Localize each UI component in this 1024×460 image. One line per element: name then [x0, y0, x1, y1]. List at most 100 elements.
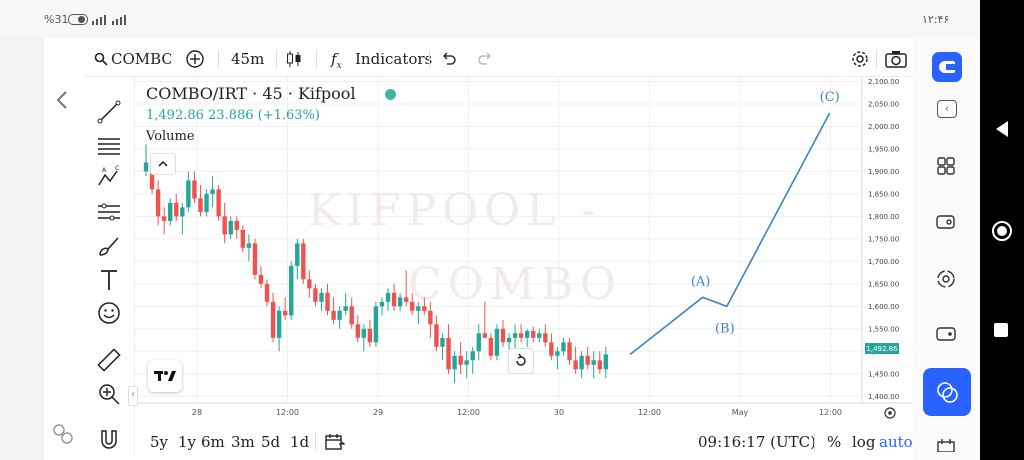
candle: [379, 297, 385, 316]
candle: [512, 324, 518, 352]
candle: [464, 351, 469, 379]
y-tick-label: 1,400.00: [868, 393, 899, 401]
candle: [543, 324, 548, 347]
exchange-icon[interactable]: [935, 268, 957, 290]
candle: [494, 324, 500, 361]
settings-icon[interactable]: [850, 49, 870, 69]
symbol-search[interactable]: COMBO: [111, 50, 171, 68]
candle: [403, 270, 409, 307]
candle: [349, 297, 354, 329]
side-panel: ‹: [913, 38, 980, 460]
utc-clock[interactable]: 09:16:17 (UTC): [698, 433, 816, 451]
zoom-in-icon[interactable]: [96, 381, 122, 407]
y-tick-label: 2,000.00: [868, 123, 899, 131]
reset-chart-button[interactable]: [508, 348, 534, 374]
y-tick-label: 1,850.00: [868, 190, 899, 198]
y-tick-label: 1,900.00: [868, 168, 899, 176]
range-5d[interactable]: 5d: [261, 433, 281, 451]
candle: [301, 238, 306, 284]
prediction-icon[interactable]: [96, 199, 122, 225]
interval-button[interactable]: 45m: [231, 50, 265, 68]
reset-icon: [516, 353, 526, 366]
collapse-legend-button[interactable]: [150, 153, 176, 175]
price-chart[interactable]: KIFPOOL - COMBO (A) (B) (C) 2,100.00 2,050.…: [135, 77, 913, 423]
candle: [518, 324, 524, 343]
status-bar: %31 ۱۲:۴۶: [0, 0, 1024, 38]
wave-projection: (A) (B) (C): [629, 90, 840, 356]
candle: [591, 351, 596, 379]
trend-line-icon[interactable]: [96, 99, 122, 125]
camera-icon[interactable]: [885, 50, 907, 68]
x-tick-label: 12:00: [276, 408, 299, 417]
candle: [573, 346, 578, 374]
y-tick-label: 1,650.00: [868, 280, 899, 288]
fx-icon[interactable]: fx: [331, 50, 342, 71]
y-tick-label: 1,450.00: [868, 370, 899, 378]
coin-icon: [937, 382, 958, 403]
candle: [282, 297, 288, 320]
grid-icon[interactable]: [936, 156, 956, 176]
svg-text:C: C: [115, 165, 119, 172]
candle: [319, 288, 324, 311]
x-tick-label: 12:00: [457, 408, 480, 417]
candle: [531, 326, 536, 343]
add-symbol-icon[interactable]: [185, 49, 205, 69]
candle: [367, 319, 373, 347]
candle-style-icon[interactable]: [285, 50, 303, 68]
search-icon[interactable]: [94, 52, 108, 66]
y-tick-label: 2,050.00: [868, 100, 899, 108]
candle: [397, 292, 403, 311]
watermark: KIFPOOL - COMBO: [308, 185, 622, 310]
clock: ۱۲:۴۶: [922, 13, 950, 26]
percent-toggle[interactable]: %: [827, 433, 842, 451]
emoji-icon[interactable]: [96, 300, 122, 326]
collapse-panel-icon[interactable]: ‹: [937, 100, 957, 118]
range-3m[interactable]: 3m: [231, 433, 255, 451]
x-tick-label: 12:00: [638, 408, 661, 417]
calendar-icon[interactable]: [936, 438, 956, 452]
time-axis: 28 12:00 29 12:00 30 12:00 May 12:00: [192, 408, 842, 417]
redo-icon[interactable]: [477, 52, 493, 66]
nav-recents-icon[interactable]: [994, 323, 1008, 337]
y-tick-label: 1,750.00: [868, 235, 899, 243]
goto-date-icon[interactable]: [325, 433, 345, 451]
watermark-line-2: COMBO: [408, 259, 622, 310]
auto-toggle[interactable]: auto: [879, 433, 913, 451]
candle: [585, 346, 590, 370]
range-5y[interactable]: 5y: [150, 433, 169, 451]
hide-toolbar-button[interactable]: ‹: [128, 386, 138, 406]
candle: [440, 333, 445, 361]
fib-retracement-icon[interactable]: [96, 133, 122, 159]
range-1y[interactable]: 1y: [178, 433, 197, 451]
nav-back-icon[interactable]: [994, 120, 1010, 138]
signal-icon: [92, 15, 126, 25]
axis-settings-icon[interactable]: [884, 407, 896, 419]
x-tick-label: 29: [373, 408, 383, 417]
earn-button[interactable]: [923, 368, 971, 416]
wave-line[interactable]: [629, 112, 831, 356]
card-icon[interactable]: [935, 324, 957, 344]
magnet-icon[interactable]: [96, 427, 122, 453]
brush-icon[interactable]: [96, 233, 122, 259]
indicators-button[interactable]: Indicators: [355, 50, 433, 68]
back-icon[interactable]: [52, 90, 72, 110]
log-toggle[interactable]: log: [852, 433, 876, 451]
wallet-icon[interactable]: [935, 212, 957, 232]
y-tick-label: 1,700.00: [868, 258, 899, 266]
svg-text:A: A: [102, 167, 107, 174]
chevron-up-icon: [158, 160, 168, 167]
ruler-icon[interactable]: [96, 347, 122, 373]
range-1d[interactable]: 1d: [290, 433, 310, 451]
candle: [192, 171, 197, 203]
wave-label: (C): [820, 90, 840, 105]
range-6m[interactable]: 6m: [201, 433, 225, 451]
undo-icon[interactable]: [441, 52, 457, 66]
split-screen-icon[interactable]: [50, 421, 76, 447]
nav-home-icon[interactable]: [991, 220, 1013, 242]
candle: [355, 315, 360, 343]
app-logo-icon[interactable]: [932, 52, 962, 82]
text-icon[interactable]: [96, 267, 122, 293]
tv-logo-icon: [154, 371, 176, 381]
